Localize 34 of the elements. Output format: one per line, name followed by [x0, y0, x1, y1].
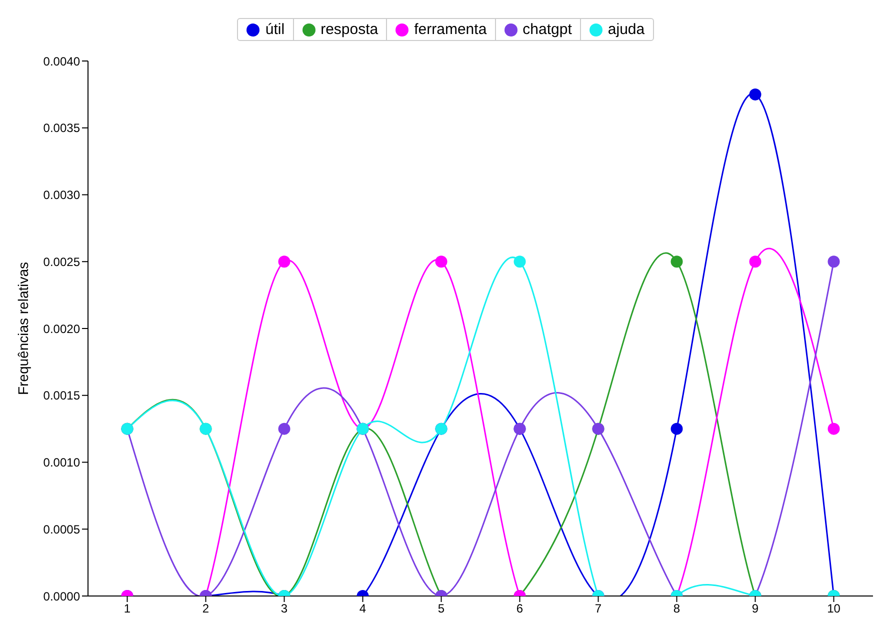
point	[435, 256, 448, 268]
legend-label: útil	[265, 21, 285, 38]
point	[670, 256, 683, 268]
x-tick-label: 4	[359, 602, 366, 616]
y-tick-label: 0.0025	[43, 254, 80, 269]
y-tick-label: 0.0005	[43, 522, 80, 536]
y-axis-title: Frequências relativas	[14, 262, 31, 396]
x-tick-label: 9	[752, 602, 759, 616]
legend-label: ferramenta	[414, 21, 487, 38]
legend-label: chatgpt	[522, 21, 572, 38]
x-tick-label: 5	[438, 602, 445, 616]
y-tick-label: 0.0000	[43, 589, 80, 604]
x-tick-label: 8	[673, 602, 680, 616]
y-tick-label: 0.0040	[43, 54, 80, 68]
x-tick-label: 7	[594, 602, 602, 616]
point	[828, 256, 840, 268]
point	[749, 256, 762, 268]
x-tick-label: 10	[827, 602, 841, 616]
y-tick-label: 0.0035	[43, 121, 80, 136]
x-tick-label: 1	[124, 602, 131, 616]
y-tick-label: 0.0015	[43, 388, 80, 403]
point	[278, 422, 290, 435]
y-tick-label: 0.0010	[43, 456, 80, 470]
point	[828, 422, 840, 435]
legend-label: ajuda	[608, 21, 645, 38]
point	[278, 256, 290, 268]
point	[514, 256, 526, 268]
y-tick-label: 0.0020	[43, 322, 80, 336]
legend-label: resposta	[320, 21, 378, 38]
x-tick-label: 2	[202, 602, 210, 616]
point	[670, 422, 683, 435]
y-tick-label: 0.0030	[43, 188, 80, 202]
x-tick-label: 3	[280, 602, 288, 616]
x-tick-label: 6	[516, 602, 524, 616]
